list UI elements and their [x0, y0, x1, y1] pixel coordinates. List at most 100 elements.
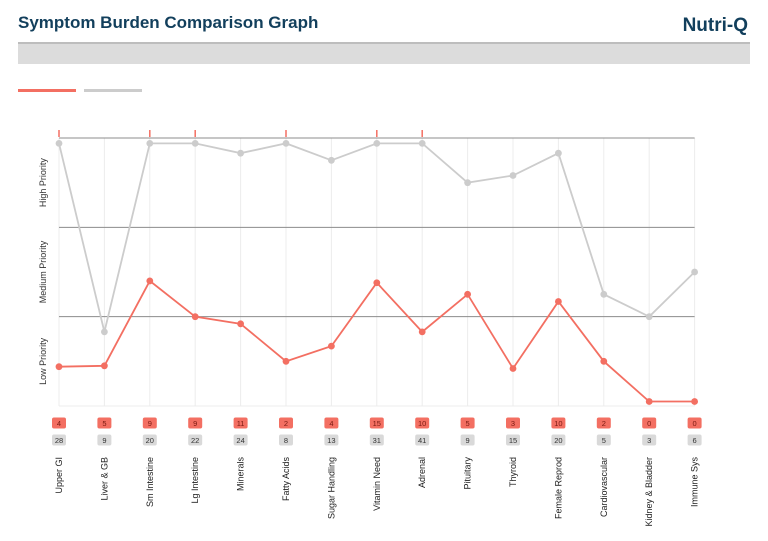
score-badge-label: 9 [102, 436, 106, 445]
x-tick-label: Kidney & Bladder [644, 457, 654, 527]
data-point [645, 398, 653, 405]
score-badge-label: 2 [602, 419, 606, 428]
data-point [237, 320, 245, 328]
data-point [509, 172, 517, 179]
score-badge-label: 10 [554, 419, 562, 428]
x-tick-label: Sugar Handling [326, 457, 336, 519]
brand-logo: Nutri-Q [682, 15, 748, 36]
score-badge-label: 15 [373, 419, 381, 428]
score-badge [551, 434, 566, 446]
score-badge [642, 434, 657, 446]
data-point [101, 328, 108, 336]
score-badge [687, 417, 702, 429]
data-point [146, 277, 154, 285]
score-badge [551, 417, 566, 429]
data-point [282, 139, 290, 147]
score-badge-label: 28 [55, 436, 63, 445]
score-badge-label: 3 [647, 436, 651, 445]
x-tick-label: Female Reprod [553, 457, 563, 519]
data-point [600, 357, 608, 365]
x-tick-label: Lg Intestine [190, 457, 200, 504]
x-tick-label: Liver & GB [99, 457, 109, 501]
data-point [691, 268, 698, 276]
score-badge [506, 434, 520, 446]
data-point [464, 290, 471, 298]
score-badge [324, 434, 339, 446]
x-tick-label: Sm Intestine [145, 457, 155, 507]
score-badge-label: 41 [418, 436, 426, 445]
data-point [55, 363, 63, 371]
x-tick-label: Vitamin Need [372, 457, 382, 511]
data-point [418, 139, 426, 147]
data-point [373, 279, 381, 287]
header-bar [18, 42, 750, 64]
score-badge-label: 2 [284, 419, 288, 428]
x-tick-label: Pituitary [463, 457, 473, 490]
score-badge [460, 417, 475, 429]
data-point [418, 328, 426, 336]
score-badge-label: 20 [146, 436, 154, 445]
data-point [555, 298, 562, 305]
score-badge [233, 417, 248, 429]
score-badge [642, 417, 657, 429]
data-point [509, 365, 517, 372]
y-band-label: Low Priority [38, 337, 48, 385]
x-tick-label: Minerals [236, 457, 246, 492]
score-badge-label: 3 [511, 419, 515, 428]
score-badge [52, 417, 66, 429]
data-point [101, 362, 108, 370]
score-badge-label: 8 [284, 436, 288, 445]
score-badge [142, 417, 157, 429]
score-badge-label: 10 [418, 419, 426, 428]
data-point [645, 313, 653, 321]
score-badge-label: 4 [329, 419, 333, 428]
score-badge [596, 434, 611, 446]
y-band-label: High Priority [38, 158, 48, 208]
x-tick-label: Immune Sys [690, 457, 700, 508]
score-badge [415, 417, 430, 429]
score-badge [324, 417, 339, 429]
score-badge-label: 4 [57, 419, 61, 428]
data-point [282, 357, 290, 365]
legend-swatch-series-2 [84, 89, 142, 92]
score-badge [188, 417, 203, 429]
score-badge-label: 20 [554, 436, 562, 445]
data-point [55, 139, 63, 147]
x-tick-label: Adrenal [417, 457, 427, 488]
score-badge-label: 5 [102, 419, 106, 428]
score-badge-label: 31 [373, 436, 381, 445]
y-band-label: Medium Priority [38, 240, 48, 303]
x-tick-label: Thyroid [508, 457, 518, 487]
data-point [600, 290, 608, 298]
score-badge-label: 9 [148, 419, 152, 428]
score-badge [506, 417, 520, 429]
page-title: Symptom Burden Comparison Graph [18, 13, 319, 32]
score-badge-label: 5 [466, 419, 470, 428]
score-badge [369, 434, 384, 446]
score-badge-label: 6 [693, 436, 697, 445]
score-badge [415, 434, 430, 446]
data-point [328, 156, 335, 164]
score-badge-label: 0 [693, 419, 697, 428]
data-point [373, 139, 381, 147]
score-badge [279, 417, 293, 429]
score-badge [97, 417, 112, 429]
data-point [191, 313, 199, 321]
score-badge [279, 434, 293, 446]
data-point [146, 139, 154, 147]
x-tick-label: Upper GI [54, 457, 64, 494]
score-badge [233, 434, 248, 446]
score-badge-label: 5 [602, 436, 606, 445]
score-badge-label: 22 [191, 436, 199, 445]
score-badge-label: 0 [647, 419, 651, 428]
score-badge-label: 11 [237, 419, 245, 428]
legend-swatch-series-1 [18, 89, 76, 92]
data-point [555, 149, 562, 157]
x-tick-label: Cardiovascular [599, 457, 609, 517]
score-badge [369, 417, 384, 429]
data-point [328, 342, 335, 350]
score-badge [687, 434, 702, 446]
score-badge-label: 9 [193, 419, 197, 428]
score-badge-label: 15 [509, 436, 517, 445]
